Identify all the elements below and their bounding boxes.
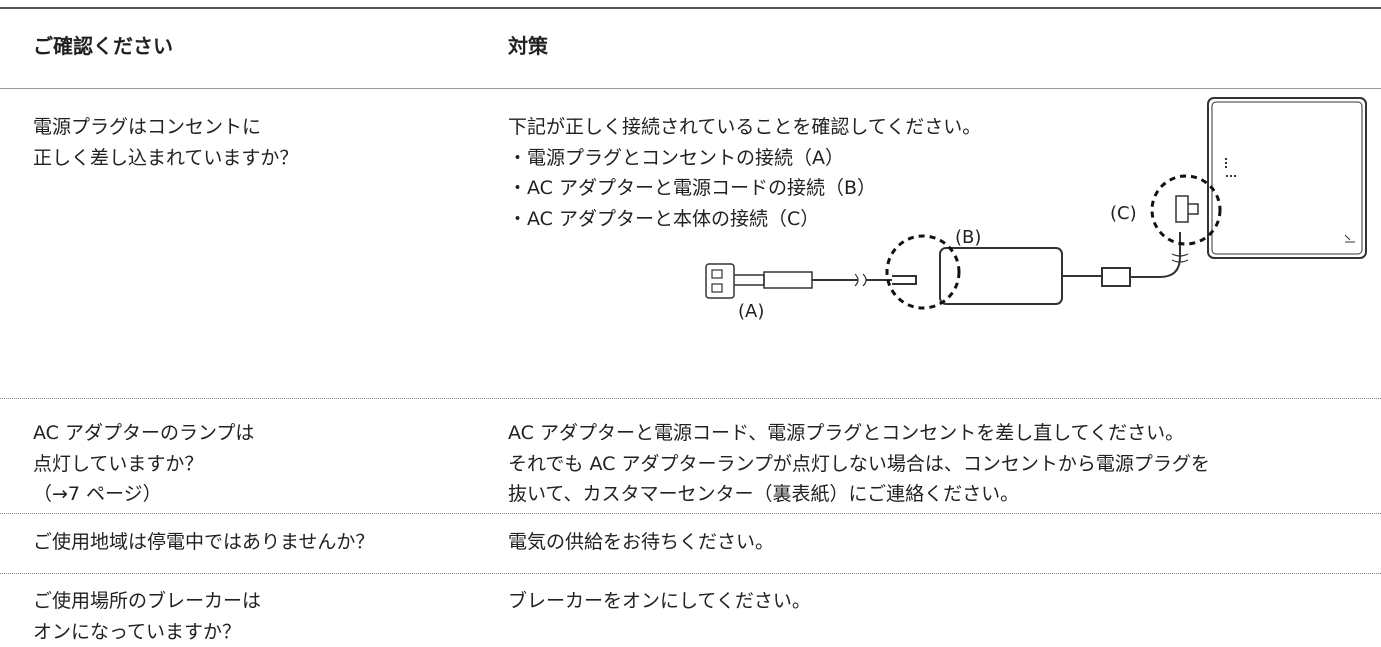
answer-line: ・AC アダプターと本体の接続（C）: [508, 207, 820, 230]
diagram-label: (B): [955, 227, 981, 248]
answer-line: ・電源プラグとコンセントの接続（A）: [508, 146, 844, 169]
row-divider: [0, 398, 1381, 399]
row-divider: [0, 573, 1381, 574]
question-line: オンになっていますか？: [33, 620, 242, 643]
header-cell: 対策: [508, 34, 548, 58]
answer-line: 下記が正しく接続されていることを確認してください。: [508, 116, 982, 138]
question-line: 電源プラグはコンセントに: [33, 116, 262, 138]
question-line: ご使用場所のブレーカーは: [33, 590, 262, 612]
header-rule: [0, 88, 1381, 89]
top-rule: [0, 7, 1381, 9]
answer-line: 抜いて、カスタマーセンター（裏表紙）にご連絡ください。: [508, 483, 1020, 505]
header-cell: ご確認ください: [33, 34, 173, 58]
answer-line: それでも AC アダプターランプが点灯しない場合は、コンセントから電源プラグを: [508, 452, 1210, 475]
diagram-label: (C): [1110, 203, 1137, 224]
answer-line: ブレーカーをオンにしてください。: [508, 590, 811, 612]
question-line: AC アダプターのランプは: [33, 422, 255, 444]
row-divider: [0, 513, 1381, 514]
question-line: ご使用地域は停電中ではありませんか？: [33, 531, 375, 553]
answer-line: AC アダプターと電源コード、電源プラグとコンセントを差し直してください。: [508, 422, 1185, 444]
answer-line: ・AC アダプターと電源コードの接続（B）: [508, 177, 877, 199]
answer-line: 電気の供給をお待ちください。: [508, 531, 775, 553]
question-line: （→7 ページ）: [33, 483, 162, 505]
question-line: 正しく差し込まれていますか？: [33, 146, 299, 169]
question-line: 点灯していますか？: [33, 452, 204, 475]
diagram-label: (A): [738, 301, 764, 322]
